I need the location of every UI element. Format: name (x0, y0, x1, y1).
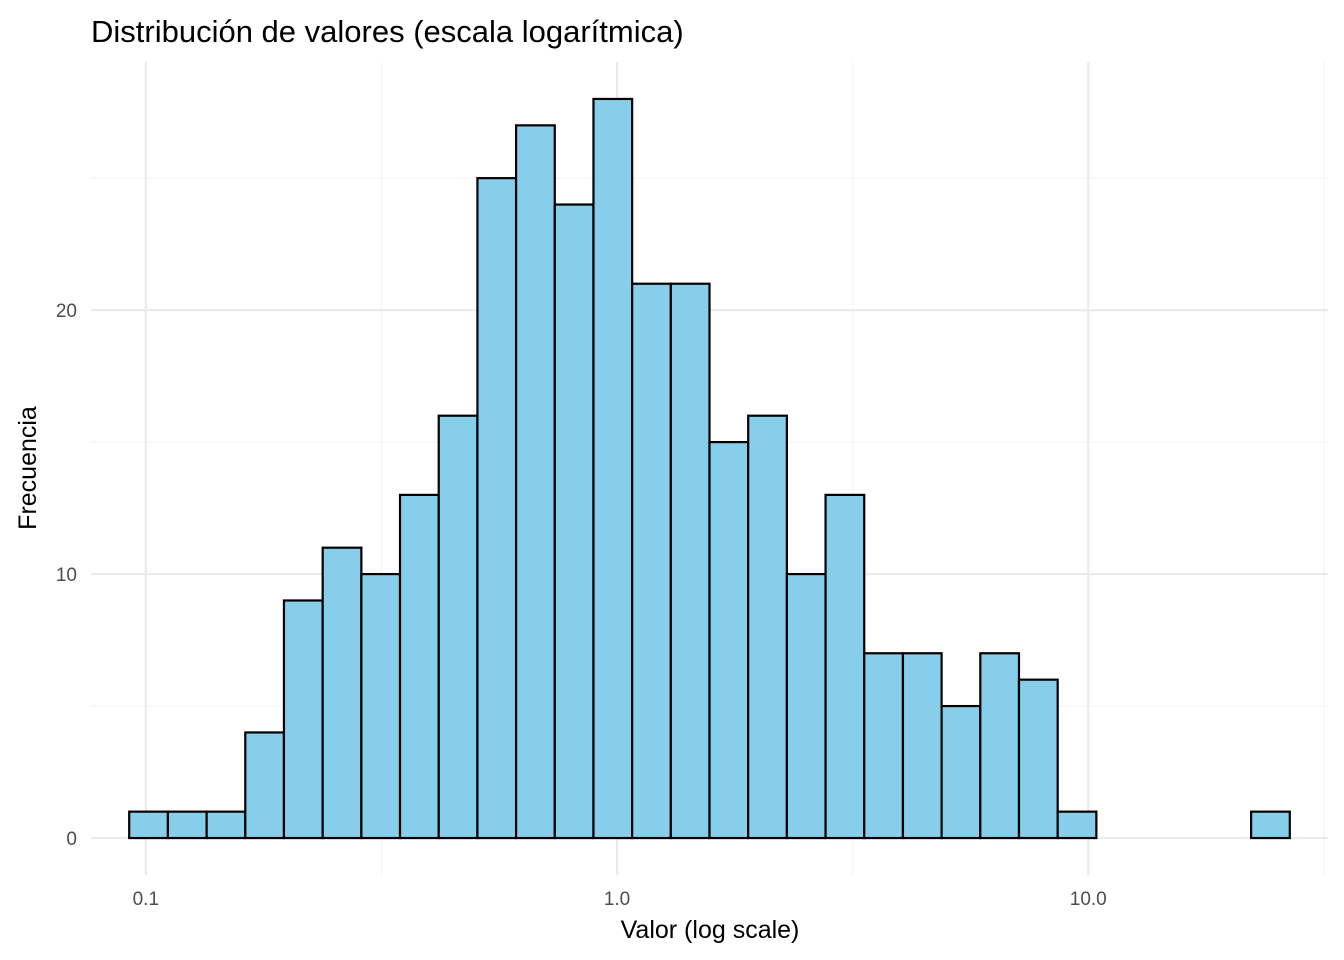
histogram-bar (553, 203, 595, 840)
histogram-bar (669, 282, 711, 840)
axis-ticks: 0.1 1.0 10.0 0 10 20 (56, 301, 1107, 910)
histogram-bar (863, 652, 905, 840)
histogram-bar (282, 599, 324, 840)
histogram-bar (785, 572, 827, 840)
histogram-bar (128, 810, 170, 840)
histogram-bar (592, 97, 634, 840)
y-tick-label: 0 (66, 829, 77, 850)
y-tick-label: 10 (56, 565, 77, 586)
histogram-bars (128, 97, 1291, 840)
histogram-bar (476, 177, 518, 840)
y-axis-title: Frecuencia (14, 406, 42, 530)
histogram-bar (1250, 810, 1291, 840)
chart-title: Distribución de valores (escala logarítm… (91, 14, 684, 49)
histogram-bar (824, 493, 866, 840)
histogram-bar (631, 282, 672, 840)
x-tick-label: 10.0 (1070, 889, 1107, 910)
y-tick-label: 20 (56, 301, 77, 322)
histogram-bar (901, 652, 943, 840)
histogram-bar (437, 414, 479, 840)
histogram-bar (166, 810, 208, 840)
histogram-bar (360, 572, 402, 840)
histogram-bar (747, 414, 788, 840)
histogram-bar (244, 731, 286, 840)
histogram-bar (398, 493, 440, 840)
histogram-bar (205, 810, 247, 840)
histogram-bar (979, 652, 1021, 840)
histogram-bar (1056, 810, 1098, 840)
histogram-bar (1017, 678, 1059, 840)
histogram-bar (514, 124, 556, 840)
histogram-bar (940, 704, 982, 840)
x-tick-label: 0.1 (133, 889, 159, 910)
histogram-bar (708, 441, 750, 840)
histogram-bar (321, 546, 363, 840)
x-tick-label: 1.0 (604, 889, 630, 910)
x-axis-title: Valor (log scale) (621, 916, 800, 944)
